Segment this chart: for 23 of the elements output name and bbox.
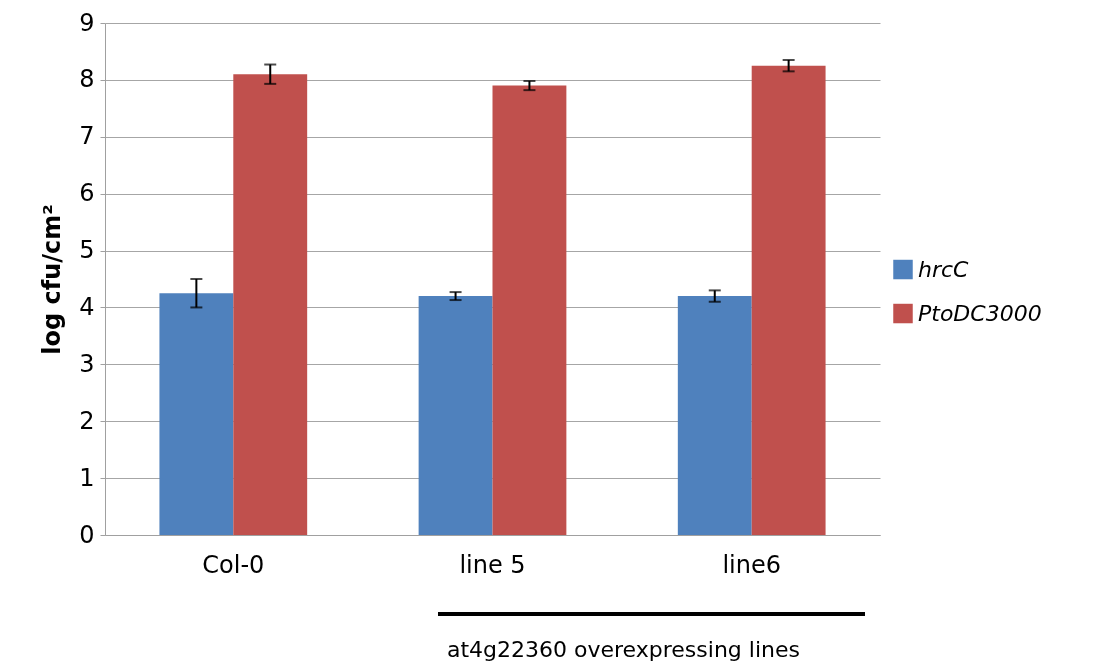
text: at4g22360 overexpressing lines — [447, 637, 800, 662]
y-tick-label: 7 — [79, 122, 95, 151]
y-tick-label: 5 — [79, 236, 95, 265]
y-tick-label: 6 — [79, 179, 95, 208]
y-tick-label: 2 — [79, 406, 95, 435]
bar — [751, 65, 826, 535]
bar — [233, 74, 308, 535]
y-tick-label: 1 — [79, 463, 95, 492]
legend-label: hrcC — [918, 256, 970, 282]
legend-label: PtoDC3000 — [918, 300, 1042, 326]
bar — [677, 296, 752, 535]
x-tick-label: Col-0 — [202, 550, 265, 579]
x-tick-label: line 5 — [459, 550, 526, 579]
bar — [418, 296, 493, 535]
bar — [159, 293, 234, 535]
y-tick-label: 0 — [79, 520, 95, 549]
y-tick-label: 8 — [79, 65, 95, 94]
y-axis-title: log cfu/cm² — [38, 204, 67, 355]
y-tick-label: 3 — [79, 349, 95, 378]
y-tick-label: 4 — [79, 292, 95, 321]
bar — [492, 85, 567, 535]
y-tick-label: 9 — [79, 8, 95, 37]
x-tick-label: line6 — [722, 550, 781, 579]
